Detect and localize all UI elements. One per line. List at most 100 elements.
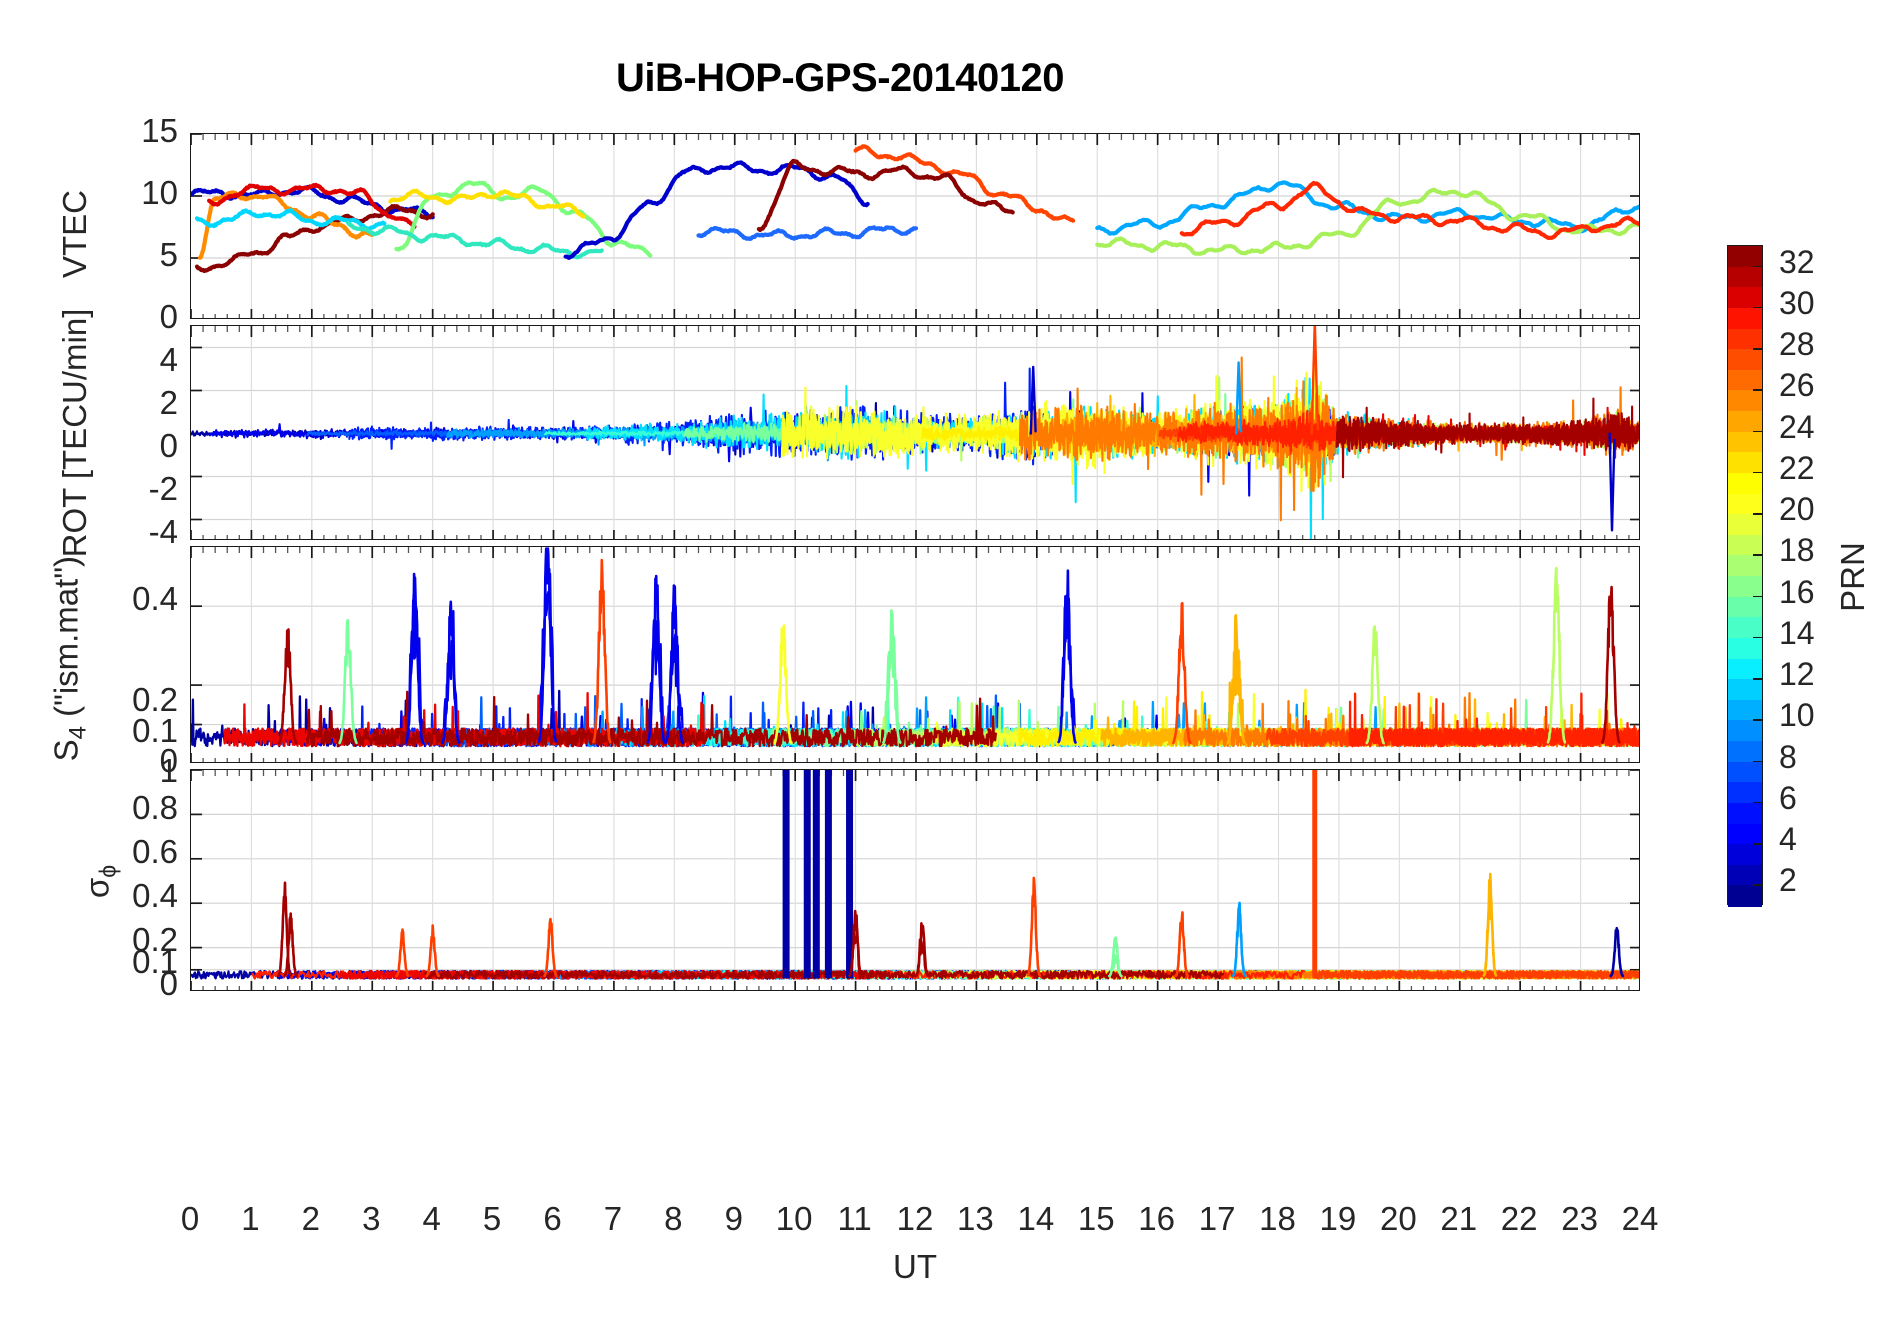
panel-vtec-ytick-5: 5 (159, 236, 178, 273)
colorbar-swatch (1728, 493, 1762, 515)
x-axis-tick-18: 18 (1259, 1200, 1296, 1237)
colorbar-swatch (1728, 596, 1762, 618)
x-axis-tick-17: 17 (1198, 1200, 1236, 1237)
figure-title: UiB-HOP-GPS-20140120 (616, 56, 1064, 100)
colorbar-swatch (1728, 576, 1762, 598)
x-axis-tick-10: 10 (775, 1200, 813, 1237)
colorbar-swatch (1728, 782, 1762, 804)
panel-sigma-ytick-08: 0.8 (132, 789, 178, 826)
colorbar-swatch (1728, 246, 1762, 268)
colorbar-tickmark (1753, 843, 1762, 845)
x-axis-tick-22: 22 (1500, 1200, 1538, 1237)
x-axis-tick-0: 0 (180, 1200, 200, 1237)
panel-sigma-ytick-1: 1 (159, 752, 178, 789)
colorbar-swatch (1728, 266, 1762, 288)
panel-sigma-phi (190, 769, 1640, 991)
colorbar-swatch (1728, 617, 1762, 639)
colorbar-tick-2: 2 (1779, 862, 1797, 899)
colorbar-tickmark (1753, 306, 1762, 309)
x-axis-tick-6: 6 (543, 1200, 562, 1237)
x-axis-tick-12: 12 (896, 1200, 934, 1237)
panel-vtec-ytick-15: 15 (141, 112, 178, 149)
x-axis-tick-3: 3 (362, 1200, 381, 1237)
x-axis-tick-23: 23 (1561, 1200, 1598, 1237)
x-axis-tick-19: 19 (1319, 1200, 1357, 1237)
panel-rot-ytick-0: 0 (159, 427, 178, 464)
colorbar-tickmark (1753, 430, 1762, 433)
panel-s4-ytick-01: 0.1 (132, 712, 178, 749)
colorbar-swatch (1728, 431, 1762, 453)
colorbar-tick-30: 30 (1779, 284, 1815, 321)
panel-vtec (190, 133, 1640, 319)
colorbar-swatch (1728, 307, 1762, 330)
colorbar-tickmark (1753, 636, 1762, 639)
panel-rot-ytick-4: 4 (159, 341, 178, 378)
colorbar-swatch (1728, 514, 1762, 536)
panel-s4-plot (191, 547, 1639, 762)
x-axis-tick-9: 9 (724, 1200, 743, 1237)
colorbar-tickmark (1753, 348, 1762, 350)
x-axis-tick-24: 24 (1621, 1200, 1659, 1237)
colorbar-tickmark (1753, 513, 1762, 515)
colorbar-swatch (1728, 472, 1762, 495)
colorbar-tickmark (1753, 884, 1762, 886)
panel-vtec-ytick-10: 10 (141, 174, 178, 211)
colorbar-swatch (1728, 844, 1762, 866)
panel-s4-ytick-04: 0.4 (132, 580, 178, 617)
colorbar-swatch (1728, 452, 1762, 474)
colorbar-tick-18: 18 (1779, 532, 1815, 569)
panel-rot-ytick-m2: -2 (148, 470, 178, 507)
colorbar-swatch (1728, 534, 1762, 556)
colorbar-tick-28: 28 (1779, 326, 1815, 363)
colorbar-tick-16: 16 (1779, 573, 1815, 610)
panel-rot-ytick-m4: -4 (148, 513, 178, 550)
colorbar-tickmark (1753, 719, 1762, 721)
panel-rot-ytick-2: 2 (159, 384, 178, 421)
colorbar-tick-26: 26 (1779, 367, 1815, 404)
colorbar-swatch (1728, 411, 1762, 433)
colorbar-tickmark (1753, 265, 1762, 268)
colorbar-swatch (1728, 328, 1762, 350)
panel-sigma-ytick-02: 0.2 (132, 921, 178, 958)
panel-rot-plot (191, 326, 1639, 539)
colorbar-swatch (1728, 390, 1762, 412)
x-axis-tick-15: 15 (1077, 1200, 1115, 1237)
colorbar-swatch (1728, 885, 1762, 907)
x-axis-tick-13: 13 (957, 1200, 994, 1237)
colorbar-swatch (1728, 637, 1762, 660)
colorbar-swatch (1728, 287, 1762, 309)
panel-vtec-plot (191, 134, 1639, 318)
colorbar-tick-10: 10 (1779, 697, 1815, 734)
colorbar-tick-32: 32 (1779, 243, 1815, 280)
colorbar-tick-24: 24 (1779, 408, 1815, 445)
colorbar-tick-8: 8 (1779, 738, 1797, 775)
colorbar-tick-4: 4 (1779, 821, 1797, 858)
colorbar-swatch (1728, 761, 1762, 783)
colorbar-tickmark (1753, 595, 1762, 598)
panel-s4 (190, 546, 1640, 763)
x-axis-tick-14: 14 (1017, 1200, 1055, 1237)
colorbar-swatch (1728, 555, 1762, 577)
x-axis-tick-20: 20 (1379, 1200, 1417, 1237)
colorbar-tick-6: 6 (1779, 779, 1797, 816)
x-axis-tick-4: 4 (422, 1200, 441, 1237)
panel-vtec-ytick-0: 0 (159, 298, 178, 335)
colorbar-tickmark (1753, 801, 1762, 804)
colorbar-tickmark (1753, 389, 1762, 391)
colorbar-tickmark (1753, 471, 1762, 474)
colorbar-label: PRN (1834, 542, 1871, 612)
x-axis-tick-21: 21 (1440, 1200, 1478, 1237)
colorbar-swatch (1728, 802, 1762, 825)
x-axis-tick-16: 16 (1138, 1200, 1176, 1237)
colorbar-tickmark (1753, 678, 1762, 680)
colorbar-swatch (1728, 699, 1762, 721)
colorbar-swatch (1728, 369, 1762, 391)
panel-vtec-ylabel: VTEC (56, 190, 93, 279)
colorbar-tick-12: 12 (1779, 656, 1815, 693)
colorbar-tickmark (1753, 760, 1762, 763)
colorbar-swatch (1728, 349, 1762, 371)
colorbar-swatch (1728, 679, 1762, 701)
panel-sigma-phi-plot (191, 770, 1639, 990)
panel-sigma-ytick-04: 0.4 (132, 877, 178, 914)
